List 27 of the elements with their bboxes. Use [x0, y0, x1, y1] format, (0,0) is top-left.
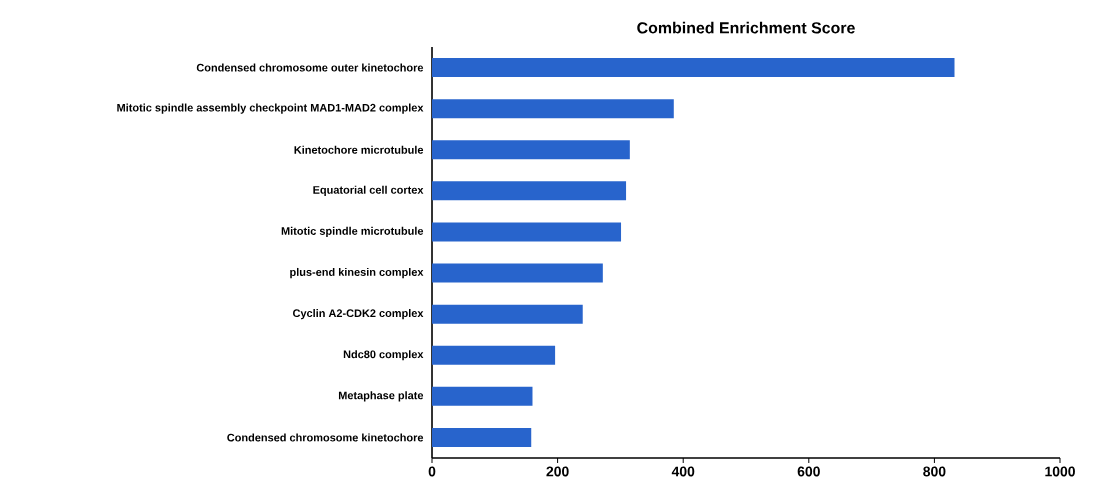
y-tick-label: Mitotic spindle microtubule	[281, 226, 424, 238]
x-tick-label: 600	[797, 466, 820, 477]
bar	[432, 140, 630, 160]
x-tick-label: 400	[671, 466, 695, 477]
x-tick-label: 1000	[1045, 466, 1075, 477]
bar	[432, 386, 533, 406]
y-tick-label: Equatorial cell cortex	[313, 185, 424, 196]
bar	[432, 181, 627, 201]
bar	[432, 427, 532, 447]
bar	[432, 263, 603, 283]
bar	[432, 99, 674, 119]
y-tick-label: Mitotic spindle assembly checkpoint MAD1-MAD2 complex	[117, 103, 424, 114]
y-tick-label: Cyclin A2-CDK2 complex	[293, 309, 424, 320]
bar	[432, 222, 622, 242]
y-tick-label: Kinetochore microtubule	[294, 145, 424, 154]
bar	[432, 304, 583, 324]
y-tick-label: Metaphase plate	[338, 391, 424, 402]
y-tick-label: plus-end kinesin complex	[290, 267, 424, 279]
y-tick-label: Condensed chromosome outer kinetochore	[196, 63, 424, 72]
y-tick-label: Condensed chromosome kinetochore	[227, 433, 424, 442]
bar	[432, 345, 556, 365]
x-tick-label: 0	[428, 466, 436, 477]
y-tick-label: Ndc80 complex	[343, 350, 424, 361]
x-tick-label: 200	[546, 466, 569, 477]
x-tick-label: 800	[923, 466, 946, 477]
bar	[432, 58, 955, 78]
chart-title: Combined Enrichment Score	[637, 21, 855, 34]
